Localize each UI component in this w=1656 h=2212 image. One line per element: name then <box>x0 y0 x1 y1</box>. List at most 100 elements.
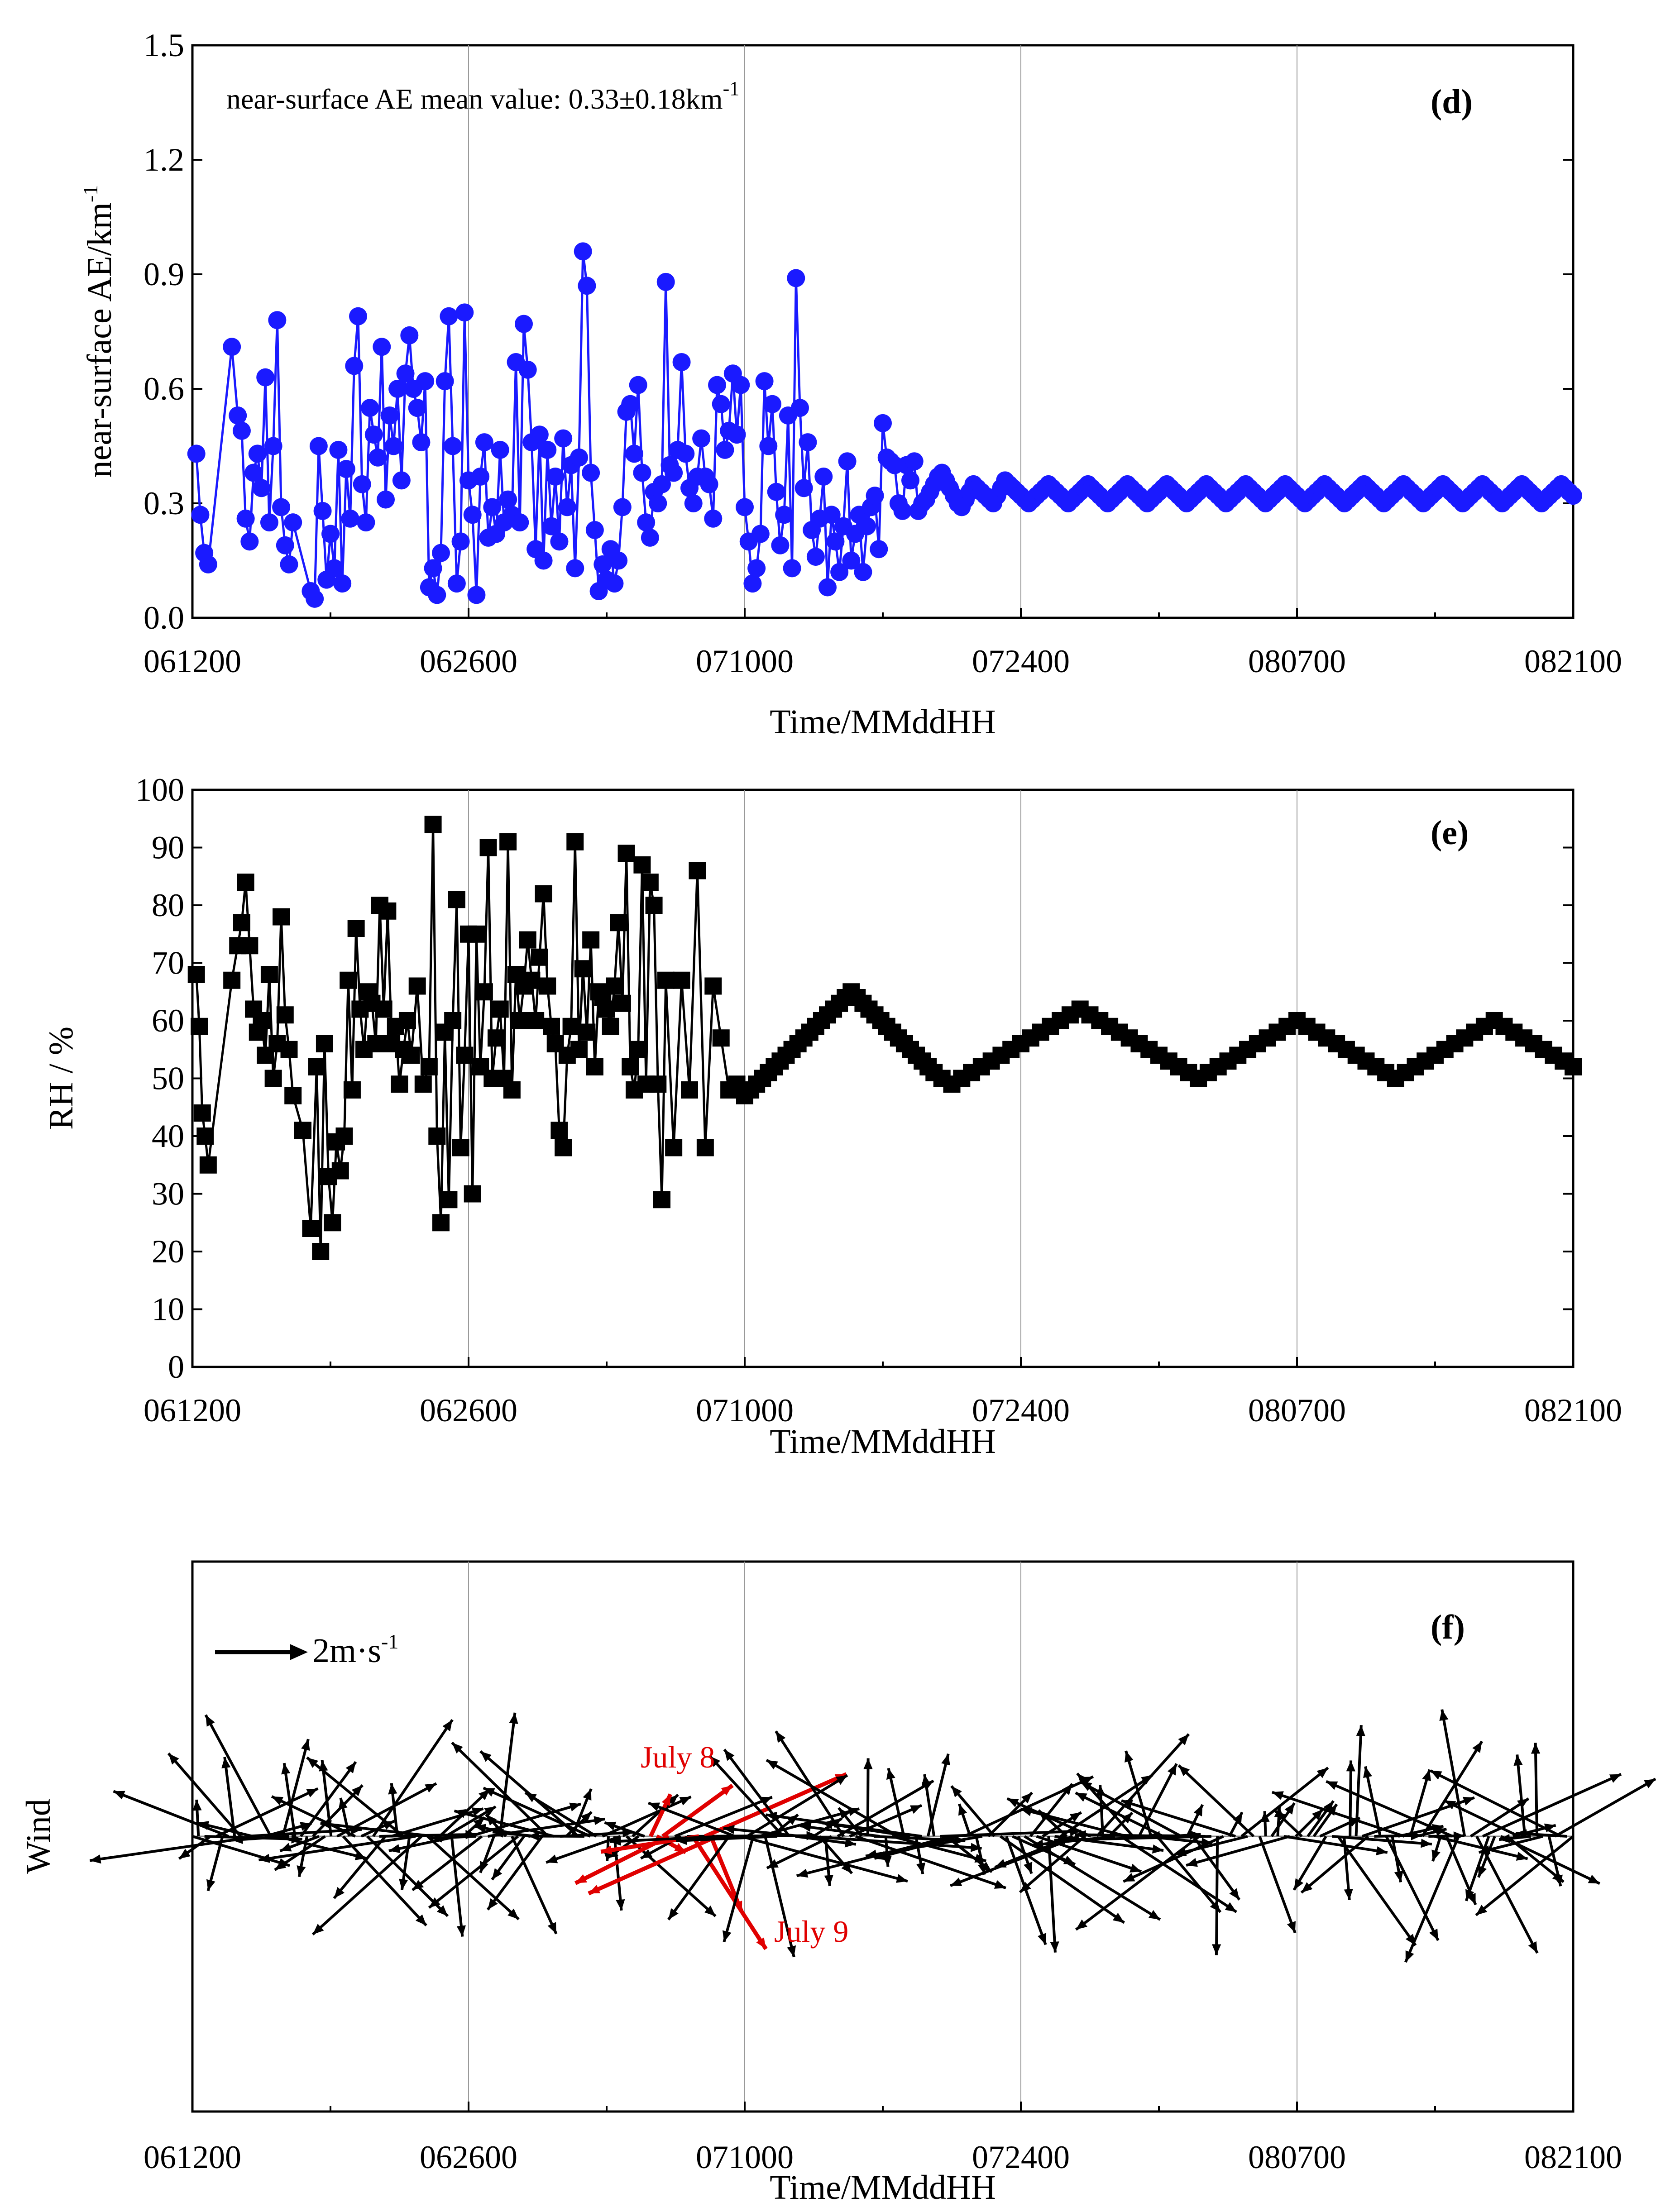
wind-vector-head <box>345 1762 356 1773</box>
wind-vector-shaft <box>113 1790 230 1838</box>
wind-vector-head <box>601 1845 613 1855</box>
data-point <box>187 444 206 463</box>
wind-vector-head <box>429 1897 440 1908</box>
x-tick-label: 072400 <box>972 1392 1070 1428</box>
wind-vector-head <box>589 1885 601 1894</box>
wind-vector <box>1273 1809 1303 1838</box>
y-tick-label: 0.3 <box>144 485 184 521</box>
x-tick-label: 072400 <box>972 643 1070 679</box>
wind-vector-shaft <box>887 1768 905 1837</box>
wind-vector <box>1177 1764 1255 1838</box>
data-point <box>783 559 801 578</box>
data-point <box>398 1012 416 1029</box>
x-tick-label: 082100 <box>1524 1392 1622 1428</box>
data-point <box>325 559 344 578</box>
data-point <box>818 578 837 597</box>
data-point <box>550 1122 568 1139</box>
wind-vector-shaft <box>333 1835 387 1899</box>
wind-vector-head <box>941 1753 950 1766</box>
data-point <box>199 1156 217 1174</box>
wind-vector-shaft <box>1421 1740 1484 1837</box>
wind-vector-head <box>474 1824 487 1833</box>
data-point <box>503 1081 521 1099</box>
wind-vector <box>1123 1835 1224 1883</box>
wind-vector-head <box>844 1838 856 1848</box>
wind-vector <box>306 1756 405 1838</box>
data-point <box>866 487 884 505</box>
wind-vector <box>431 1833 476 1843</box>
wind-vector-head <box>1312 1809 1323 1820</box>
data-point <box>414 1075 432 1093</box>
data-point <box>791 399 809 417</box>
data-point <box>775 506 794 524</box>
wind-vector-head <box>679 1796 691 1806</box>
data-point <box>700 475 718 493</box>
data-point <box>519 931 536 949</box>
wind-vector-shaft <box>676 1835 778 1843</box>
data-point <box>256 368 275 387</box>
wind-vector-head <box>90 1854 101 1864</box>
data-point <box>392 471 411 490</box>
data-point <box>531 948 548 966</box>
data-point <box>578 277 596 295</box>
wind-vector <box>426 1835 520 1921</box>
wind-vector-shaft <box>1054 1835 1211 1842</box>
wind-vector-head <box>610 1836 622 1846</box>
wind-vector-head <box>1609 1774 1621 1783</box>
wind-vector <box>1047 1836 1059 1953</box>
wind-vector <box>958 1803 972 1837</box>
wind-vector <box>886 1768 905 1837</box>
data-point <box>223 971 241 989</box>
wind-vector-head <box>1644 1779 1656 1788</box>
wind-vector <box>1547 1836 1563 1887</box>
data-point <box>787 269 805 287</box>
wind-vector-shaft <box>1441 1709 1466 1837</box>
wind-vector <box>746 1774 848 1838</box>
wind-vector <box>428 1835 519 1909</box>
wind-vector <box>708 1755 785 1838</box>
panel-e-axis-ticks: 061200 062600 071000 072400 080700 082100 0 10 2… <box>135 772 1622 1428</box>
data-point <box>653 475 671 493</box>
data-point <box>396 364 415 383</box>
wind-vector <box>221 1757 236 1837</box>
wind-vector <box>1479 1835 1544 1854</box>
data-point <box>375 1000 392 1018</box>
data-point <box>264 437 282 455</box>
wind-vector-shaft <box>764 1836 795 1958</box>
data-point <box>704 977 722 995</box>
wind-vector <box>463 1816 486 1838</box>
data-point <box>743 574 762 593</box>
wind-vector-head <box>1301 1882 1313 1893</box>
wind-vector-head <box>1405 1950 1414 1963</box>
wind-vector-shaft <box>167 1752 242 1837</box>
wind-vector-head <box>641 1849 653 1858</box>
data-point <box>586 1058 603 1075</box>
wind-vector-head <box>575 1874 587 1883</box>
data-point <box>653 1191 670 1209</box>
data-point <box>530 425 549 444</box>
data-point <box>633 463 651 482</box>
panel-d-axis-ticks: 061200 062600 071000 072400 080700 082100 0.0 0… <box>144 27 1622 679</box>
wind-vector <box>1156 1835 1222 1913</box>
wind-vector-shaft <box>306 1756 405 1838</box>
data-point <box>499 490 517 509</box>
wind-vector-head <box>334 1887 345 1898</box>
data-point <box>444 437 462 455</box>
wind-vector-head <box>1080 1782 1092 1791</box>
wind-vector <box>1554 1777 1656 1838</box>
data-point <box>542 517 560 535</box>
wind-vector-head <box>488 1898 498 1910</box>
wind-vector <box>1292 1835 1327 1891</box>
data-point <box>605 574 624 593</box>
wind-vector-shaft <box>766 1813 922 1838</box>
y-tick-label: 0.6 <box>144 371 184 407</box>
wind-vector-head <box>425 1783 436 1793</box>
wind-vector <box>1475 1835 1574 1916</box>
data-point <box>312 1243 330 1260</box>
wind-vector-head <box>1193 1805 1203 1817</box>
wind-vector-head <box>1272 1791 1284 1800</box>
wind-vector-head <box>1453 1831 1465 1841</box>
data-point <box>574 242 592 261</box>
wind-vector-shaft <box>223 1757 236 1837</box>
data-point <box>550 532 569 551</box>
